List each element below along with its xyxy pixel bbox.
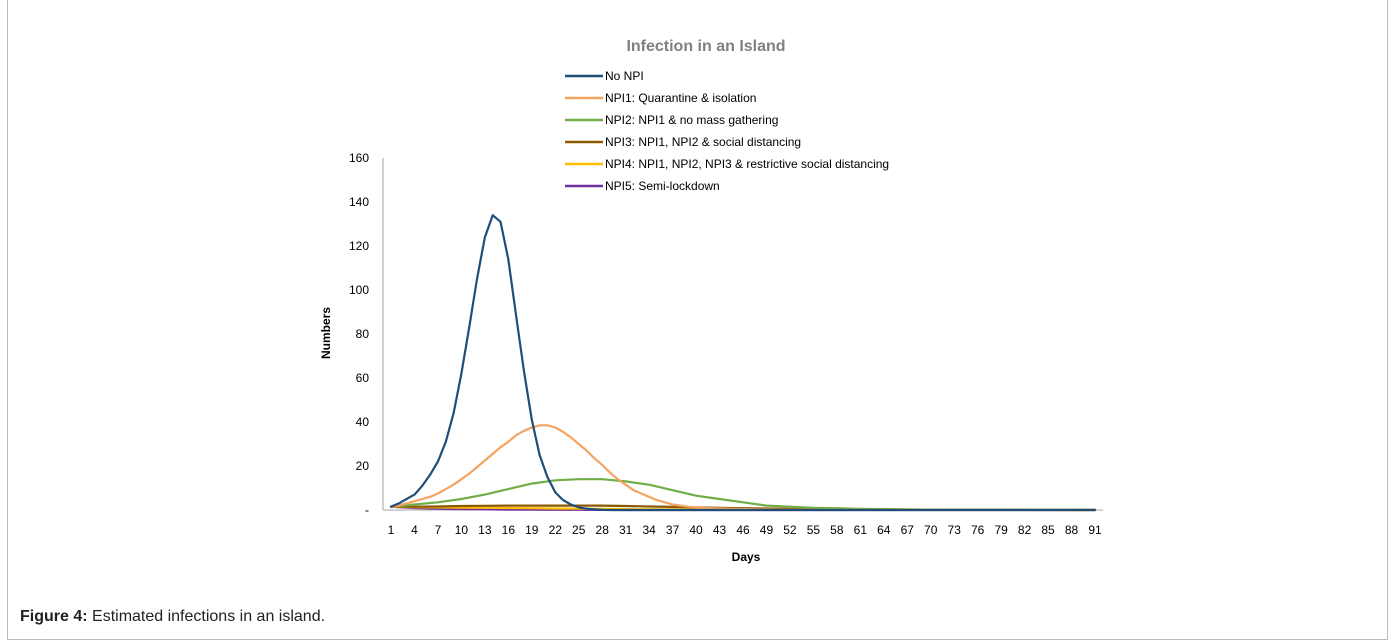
x-tick-label: 34 [642, 523, 656, 537]
x-tick-label: 19 [525, 523, 539, 537]
x-tick-label: 73 [948, 523, 962, 537]
y-tick-label: 20 [356, 459, 370, 473]
x-tick-label: 67 [901, 523, 915, 537]
x-tick-label: 58 [830, 523, 844, 537]
x-tick-label: 79 [994, 523, 1008, 537]
chart-title: Infection in an Island [626, 38, 785, 55]
x-tick-label: 76 [971, 523, 985, 537]
x-tick-label: 85 [1041, 523, 1055, 537]
x-tick-label: 10 [455, 523, 469, 537]
x-tick-label: 4 [411, 523, 418, 537]
figure-frame [7, 0, 1388, 640]
legend-entry: NPI2: NPI1 & no mass gathering [605, 113, 778, 127]
x-tick-label: 43 [713, 523, 727, 537]
legend-entry: NPI5: Semi-lockdown [605, 179, 720, 193]
x-tick-label: 13 [478, 523, 492, 537]
x-tick-label: 1 [388, 523, 395, 537]
caption-label: Figure 4: [20, 608, 88, 625]
x-tick-label: 61 [854, 523, 868, 537]
legend-entry: NPI3: NPI1, NPI2 & social distancing [605, 135, 801, 149]
axis-labels: Days Numbers [319, 307, 761, 564]
x-axis-label: Days [732, 550, 761, 564]
x-tick-label: 31 [619, 523, 633, 537]
x-tick-label: 91 [1088, 523, 1102, 537]
y-axis-label: Numbers [319, 307, 333, 359]
x-tick-label: 82 [1018, 523, 1032, 537]
y-tick-label: 40 [356, 415, 370, 429]
series-line [389, 214, 1097, 512]
legend-entry: NPI1: Quarantine & isolation [605, 91, 756, 105]
figure-caption: Figure 4: Estimated infections in an isl… [20, 608, 325, 626]
x-tick-label: 52 [783, 523, 797, 537]
chart-series [389, 214, 1097, 512]
y-tick-label: - [365, 503, 369, 517]
y-tick-label: 120 [349, 239, 369, 253]
x-tick-label: 49 [760, 523, 774, 537]
y-tick-label: 100 [349, 283, 369, 297]
x-tick-label: 22 [549, 523, 563, 537]
x-tick-label: 25 [572, 523, 586, 537]
x-tick-label: 7 [435, 523, 442, 537]
x-tick-label: 28 [596, 523, 610, 537]
series-line [389, 424, 1097, 512]
y-tick-label: 160 [349, 151, 369, 165]
legend-entry: No NPI [605, 69, 644, 83]
chart-legend: No NPI NPI1: Quarantine & isolation NPI2: … [565, 69, 889, 193]
x-tick-label: 70 [924, 523, 938, 537]
x-tick-label: 64 [877, 523, 891, 537]
x-tick-label: 46 [736, 523, 750, 537]
x-tick-label: 40 [689, 523, 703, 537]
y-tick-label: 140 [349, 195, 369, 209]
y-tick-label: 80 [356, 327, 370, 341]
x-tick-label: 55 [807, 523, 821, 537]
x-tick-label: 88 [1065, 523, 1079, 537]
x-tick-label: 16 [502, 523, 516, 537]
legend-entry: NPI4: NPI1, NPI2, NPI3 & restrictive soc… [605, 157, 889, 171]
caption-text: Estimated infections in an island. [92, 608, 326, 625]
y-tick-label: 60 [356, 371, 370, 385]
x-tick-label: 37 [666, 523, 680, 537]
